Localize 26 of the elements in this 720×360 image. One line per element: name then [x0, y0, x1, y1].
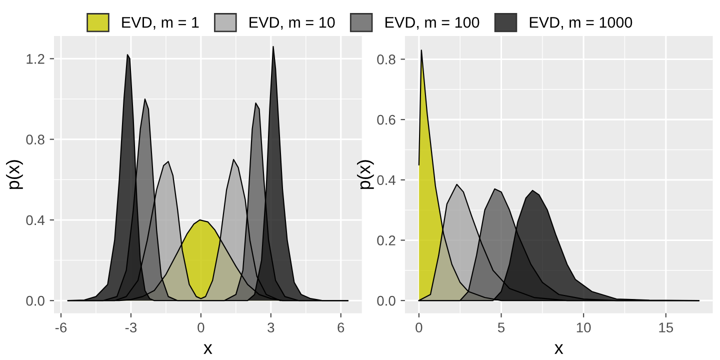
x-tick-label: 3 [268, 322, 274, 332]
x-tick-label: 0 [416, 322, 422, 332]
y-tick-label: 0.0 [377, 296, 396, 306]
legend-label: EVD, m = 1000 [530, 16, 632, 30]
x-axis-title: x [554, 344, 564, 354]
y-tick-label: 0.8 [26, 134, 44, 144]
y-tick-label: 0.4 [26, 215, 45, 226]
y-tick-label: 1.2 [26, 54, 44, 64]
y-tick-label: 0.0 [26, 296, 44, 306]
x-tick-label: 15 [659, 322, 674, 332]
x-tick-label: 6 [338, 322, 344, 332]
legend-label: EVD, m = 1 [122, 17, 199, 30]
legend-label: EVD, m = 10 [250, 16, 335, 30]
x-tick-label: -6 [55, 322, 67, 332]
legend-label: EVD, m = 100 [386, 16, 480, 30]
y-tick-label: 0.2 [377, 236, 396, 246]
y-axis-title: p(x) [6, 160, 23, 189]
y-tick-label: 0.6 [377, 114, 396, 125]
x-tick-label: 0 [198, 322, 204, 332]
x-tick-label: -3 [125, 322, 137, 332]
y-tick-label: 0.8 [377, 54, 396, 64]
y-axis-title: p(x) [357, 160, 374, 189]
y-tick-label: 0.4 [377, 175, 396, 186]
x-tick-label: 10 [576, 322, 591, 332]
x-tick-label: 5 [498, 322, 505, 332]
x-axis-title: x [204, 344, 212, 354]
